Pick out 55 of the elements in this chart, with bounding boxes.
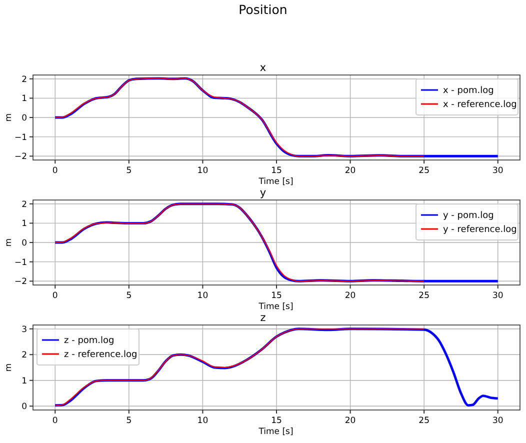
legend-label: x - pom.log <box>443 86 494 96</box>
x-tick-label: 15 <box>271 166 282 176</box>
x-tick-label: 30 <box>492 166 504 176</box>
y-tick-label: −2 <box>14 152 27 162</box>
line-series <box>54 203 425 282</box>
chart-title: z <box>260 312 266 324</box>
line-series <box>54 78 425 157</box>
legend-label: x - reference.log <box>443 100 517 110</box>
x-tick-label: 10 <box>197 166 208 176</box>
chart-title: y <box>260 187 266 199</box>
x-tick-label: 15 <box>271 291 282 301</box>
y-tick-label: 0 <box>22 114 27 124</box>
x-tick-label: 20 <box>344 166 356 176</box>
x-tick-label: 10 <box>197 416 208 426</box>
y-tick-label: 2 <box>22 350 27 361</box>
x-axis-title: Time [s] <box>258 177 294 187</box>
x-tick-label: 5 <box>126 166 132 176</box>
x-tick-label: 5 <box>126 416 132 426</box>
x-tick-label: 25 <box>418 166 430 176</box>
y-axis-title: m <box>4 363 14 372</box>
line-series <box>54 328 425 406</box>
legend-label: z - pom.log <box>64 336 114 346</box>
y-tick-label: 0 <box>22 238 27 248</box>
x-tick-label: 0 <box>52 166 58 176</box>
x-tick-label: 10 <box>197 291 208 301</box>
legend-label: y - reference.log <box>443 225 517 235</box>
x-tick-label: 25 <box>418 416 430 426</box>
y-tick-label: 2 <box>22 74 27 85</box>
text: Position <box>238 2 288 17</box>
chart-title: x <box>260 62 266 74</box>
x-tick-label: 0 <box>52 416 58 426</box>
x-tick-label: 20 <box>344 416 356 426</box>
y-tick-label: −1 <box>14 132 27 143</box>
y-tick-label: 1 <box>22 376 27 386</box>
y-tick-label: 3 <box>22 324 27 335</box>
legend-label: z - reference.log <box>64 350 138 360</box>
y-tick-label: 1 <box>22 219 27 230</box>
legend-label: y - pom.log <box>443 211 494 221</box>
y-tick-label: 2 <box>22 200 27 210</box>
x-tick-label: 30 <box>492 416 504 426</box>
x-tick-label: 5 <box>126 291 132 301</box>
x-axis-title: Time [s] <box>258 302 294 312</box>
x-tick-label: 30 <box>492 291 504 301</box>
line-series <box>54 328 500 407</box>
y-tick-label: −2 <box>14 277 27 288</box>
y-axis-title: m <box>4 238 14 247</box>
y-tick-label: 1 <box>22 94 27 104</box>
x-tick-label: 15 <box>271 416 282 426</box>
x-tick-label: 0 <box>52 291 58 301</box>
y-axis-title: m <box>4 113 14 122</box>
y-tick-label: −1 <box>14 258 27 268</box>
x-axis-title: Time [s] <box>258 427 294 437</box>
x-tick-label: 25 <box>418 291 430 301</box>
y-tick-label: 0 <box>22 402 27 412</box>
x-tick-label: 20 <box>344 291 356 301</box>
